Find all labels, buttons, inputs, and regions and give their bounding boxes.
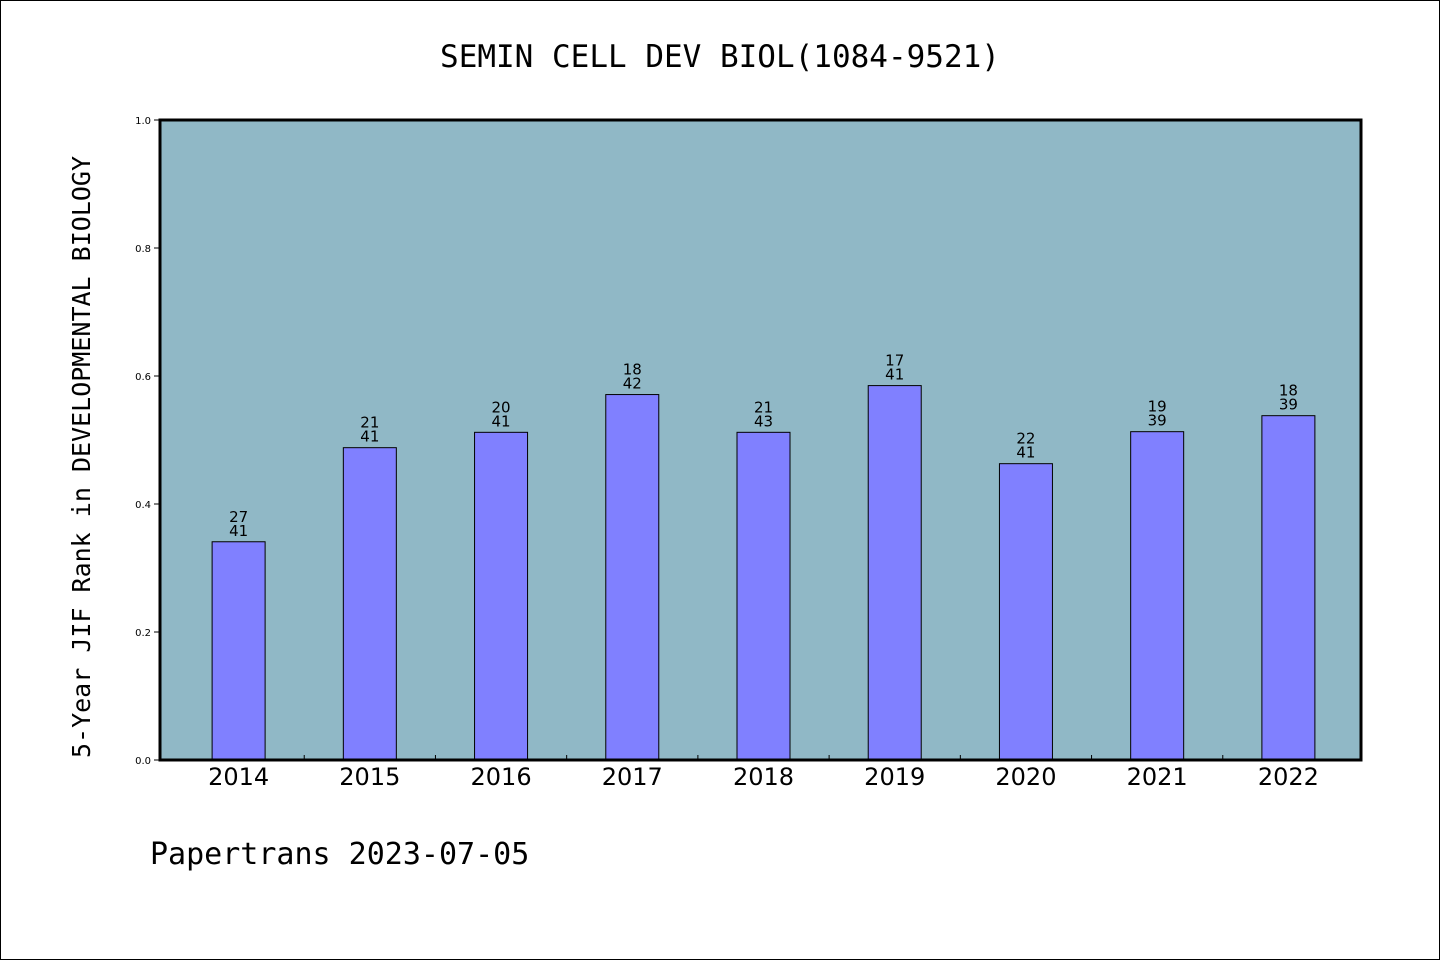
bar-2020 <box>998 463 1053 761</box>
y-tick-label: 0.2 <box>135 628 151 639</box>
y-tick-label: 0.4 <box>135 500 151 511</box>
plot-border <box>158 118 1363 762</box>
bar-rank-label: 17 <box>885 352 904 370</box>
chart-title: SEMIN CELL DEV BIOL(1084-9521) <box>440 39 1000 75</box>
bar-rank-label: 21 <box>754 398 773 416</box>
bar-total-label: 41 <box>1016 444 1035 462</box>
x-tick-label: 2017 <box>602 763 663 791</box>
bar-total-label: 43 <box>754 412 773 430</box>
bar-total-label: 39 <box>1148 412 1167 430</box>
bar-rank-label: 20 <box>492 398 511 416</box>
bar-rank-label: 19 <box>1148 398 1167 416</box>
bar-rank-label: 22 <box>1016 430 1035 448</box>
bar-2016 <box>474 431 529 761</box>
bar-rank-label: 18 <box>623 361 642 379</box>
bar-2019 <box>867 385 922 761</box>
x-tick-label: 2022 <box>1258 763 1319 791</box>
x-tick-label: 2020 <box>995 763 1056 791</box>
bar-2022 <box>1261 415 1316 761</box>
bar-2017 <box>605 394 660 761</box>
x-tick-label: 2019 <box>864 763 925 791</box>
labels-group: 2741201421412015204120161842201721432018… <box>135 116 1319 791</box>
bars-group <box>211 385 1316 761</box>
bar-rank-label: 21 <box>360 414 379 432</box>
y-tick-label: 0.8 <box>135 244 151 255</box>
bar-total-label: 42 <box>623 375 642 393</box>
x-tick-label: 2021 <box>1127 763 1188 791</box>
bar-total-label: 39 <box>1279 396 1298 414</box>
bar-total-label: 41 <box>229 522 248 540</box>
bar-2018 <box>736 431 791 761</box>
bar-rank-label: 27 <box>229 508 248 526</box>
y-tick-label: 0.6 <box>135 372 151 383</box>
bar-rank-label: 18 <box>1279 382 1298 400</box>
y-axis-label: 5-Year JIF Rank in DEVELOPMENTAL BIOLOGY <box>67 156 96 758</box>
bar-total-label: 41 <box>360 428 379 446</box>
x-tick-label: 2014 <box>208 763 269 791</box>
bar-2015 <box>342 447 397 761</box>
y-tick-label: 1.0 <box>135 116 151 127</box>
bar-2021 <box>1130 431 1185 761</box>
footer-credit: Papertrans 2023-07-05 <box>150 837 529 872</box>
x-tick-label: 2016 <box>471 763 532 791</box>
bar-total-label: 41 <box>492 412 511 430</box>
bar-2014 <box>211 541 266 761</box>
y-tick-label: 0.0 <box>135 756 151 767</box>
x-tick-label: 2018 <box>733 763 794 791</box>
x-tick-label: 2015 <box>339 763 400 791</box>
bar-total-label: 41 <box>885 366 904 384</box>
